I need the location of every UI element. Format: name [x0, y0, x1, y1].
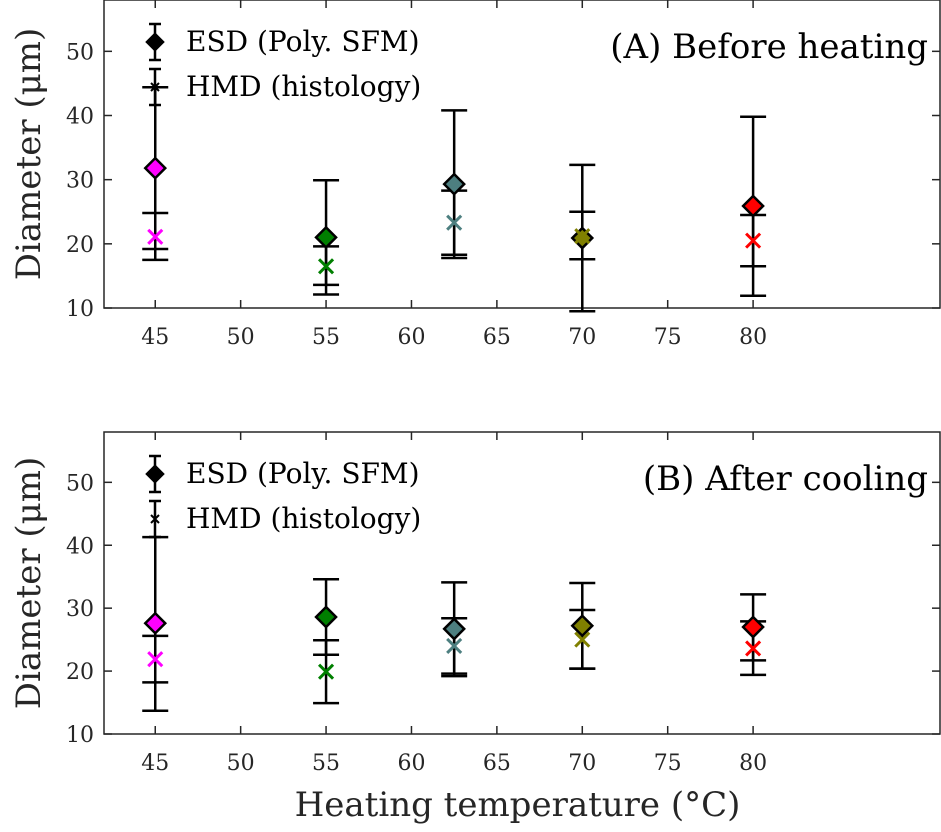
x-tick-label: 70: [568, 325, 596, 350]
x-tick-label: 50: [227, 751, 255, 776]
x-tick-label: 80: [739, 751, 767, 776]
hmd-point: [574, 631, 591, 648]
y-axis-label: Diameter (μm): [9, 28, 49, 280]
y-tick-label: 20: [66, 660, 94, 685]
x-tick-label: 65: [483, 751, 511, 776]
esd-point: [741, 194, 765, 218]
legend-hmd-label: HMD (histology): [186, 502, 421, 535]
y-tick-label: 10: [66, 297, 94, 322]
x-tick-label: 60: [397, 751, 425, 776]
hmd-point: [446, 637, 463, 654]
y-tick-label: 40: [66, 534, 94, 559]
plot-area: [142, 535, 767, 712]
esd-point: [314, 605, 338, 629]
esd-point: [442, 172, 466, 196]
hmd-point: [446, 214, 463, 231]
hmd-point: [147, 651, 164, 668]
esd-point: [143, 611, 168, 636]
y-tick-label: 10: [66, 723, 94, 748]
x-tick-label: 55: [312, 325, 340, 350]
legend-esd-label: ESD (Poly. SFM): [186, 457, 420, 490]
esd-point: [314, 225, 338, 250]
x-tick-label: 75: [654, 751, 682, 776]
plot-area: [142, 86, 767, 313]
esd-point: [143, 156, 168, 180]
panel-a: 45 50 55 60 65 70 75 80 10 20 30 40 50 Diameter (μm) (…: [9, 0, 941, 350]
legend-esd-marker: [145, 32, 165, 52]
esd-point: [741, 615, 765, 639]
y-axis-label: Diameter (μm): [9, 457, 49, 709]
x-tick-label: 80: [739, 325, 767, 350]
x-tick-label: 55: [312, 751, 340, 776]
y-tick-label: 30: [66, 597, 94, 622]
axes-box: [103, 431, 941, 735]
y-tick-label: 50: [66, 471, 94, 496]
legend-esd-label: ESD (Poly. SFM): [186, 25, 420, 58]
axes-box: [103, 0, 941, 309]
x-tick-label: 70: [568, 751, 596, 776]
legend-hmd-marker: [150, 514, 160, 524]
panel-title: (B) After cooling: [643, 459, 928, 499]
x-tick-label: 60: [397, 325, 425, 350]
hmd-point: [147, 228, 164, 245]
x-tick-label: 75: [654, 325, 682, 350]
y-tick-label: 40: [66, 105, 94, 130]
hmd-point: [318, 663, 335, 680]
hmd-point: [574, 228, 591, 245]
x-tick-label: 50: [227, 325, 255, 350]
legend: ESD (Poly. SFM) HMD (histology): [145, 22, 421, 107]
x-tick-label: 45: [141, 325, 169, 350]
x-tick-label: 65: [483, 325, 511, 350]
panel-b: 45 50 55 60 65 70 75 80 10 20 30 40 50 Diameter (μm) H…: [9, 431, 941, 825]
legend-hmd-marker: [150, 82, 160, 92]
hmd-point: [745, 232, 762, 249]
esd-point: [570, 614, 595, 638]
x-tick-label: 45: [141, 751, 169, 776]
y-tick-label: 20: [66, 233, 94, 258]
legend-esd-marker: [145, 464, 165, 484]
hmd-point: [318, 258, 335, 275]
x-axis-label: Heating temperature (°C): [295, 785, 741, 825]
legend: ESD (Poly. SFM) HMD (histology): [145, 454, 421, 539]
hmd-point: [745, 640, 762, 657]
panel-title: (A) Before heating: [610, 27, 928, 67]
legend-hmd-label: HMD (histology): [186, 70, 421, 103]
esd-point: [442, 617, 466, 641]
y-tick-label: 50: [66, 40, 94, 65]
y-tick-label: 30: [66, 169, 94, 194]
